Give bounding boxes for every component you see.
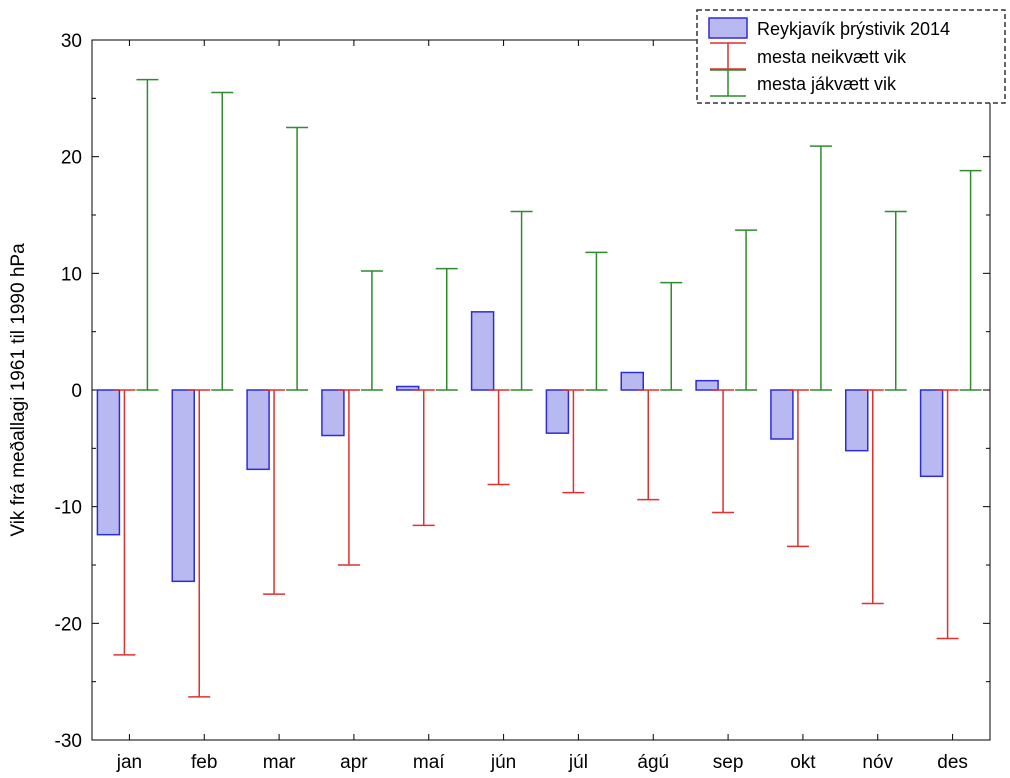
legend-swatch-bar: [708, 17, 748, 39]
legend-label: mesta neikvætt vik: [757, 47, 907, 67]
y-tick-label: 10: [61, 264, 82, 285]
bar-feb: [171, 389, 195, 583]
bar-des: [919, 389, 944, 478]
y-axis: 30 20 10 0 -10 -20 -30: [55, 31, 990, 752]
x-tick-label: jan: [116, 752, 142, 773]
x-axis: jan feb mar apr maí jún júl ágú sep okt nóv des: [116, 40, 968, 773]
x-tick-label: ágú: [637, 752, 669, 773]
bar-sep: [695, 379, 719, 391]
chart-marks: [96, 78, 982, 698]
legend: Reykjavík þrýstivik 2014 mesta neikvætt v…: [696, 9, 1006, 104]
y-tick-label: 30: [61, 31, 82, 52]
y-tick-label: -20: [55, 614, 82, 635]
bar-jún: [470, 311, 495, 391]
y-tick-label: -30: [55, 731, 82, 752]
x-tick-label: júl: [568, 752, 588, 773]
x-tick-label: mar: [263, 752, 296, 773]
bar-júl: [545, 389, 570, 434]
x-tick-label: okt: [790, 752, 816, 773]
bar-mar: [246, 389, 270, 471]
x-tick-label: feb: [191, 752, 217, 773]
bar-okt: [770, 389, 794, 440]
bar-apr: [321, 389, 345, 437]
x-tick-label: maí: [413, 752, 445, 773]
bar-maí: [396, 385, 420, 391]
y-axis-label: Vik frá meðallagi 1961 til 1990 hPa: [8, 243, 29, 537]
x-tick-label: sep: [713, 752, 744, 773]
legend-label: mesta jákvætt vik: [757, 74, 897, 94]
y-tick-label: 0: [71, 381, 82, 402]
y-tick-label: 20: [61, 148, 82, 169]
x-tick-label: apr: [340, 752, 368, 773]
bar-jan: [96, 389, 121, 536]
bar-ágú: [620, 371, 644, 391]
y-tick-label: -10: [55, 498, 82, 519]
legend-box: [696, 9, 1006, 104]
x-tick-label: des: [937, 752, 968, 773]
legend-label: Reykjavík þrýstivik 2014: [757, 19, 950, 39]
x-tick-label: nóv: [862, 752, 893, 773]
x-tick-label: jún: [490, 752, 516, 773]
bar-nóv: [845, 389, 869, 452]
